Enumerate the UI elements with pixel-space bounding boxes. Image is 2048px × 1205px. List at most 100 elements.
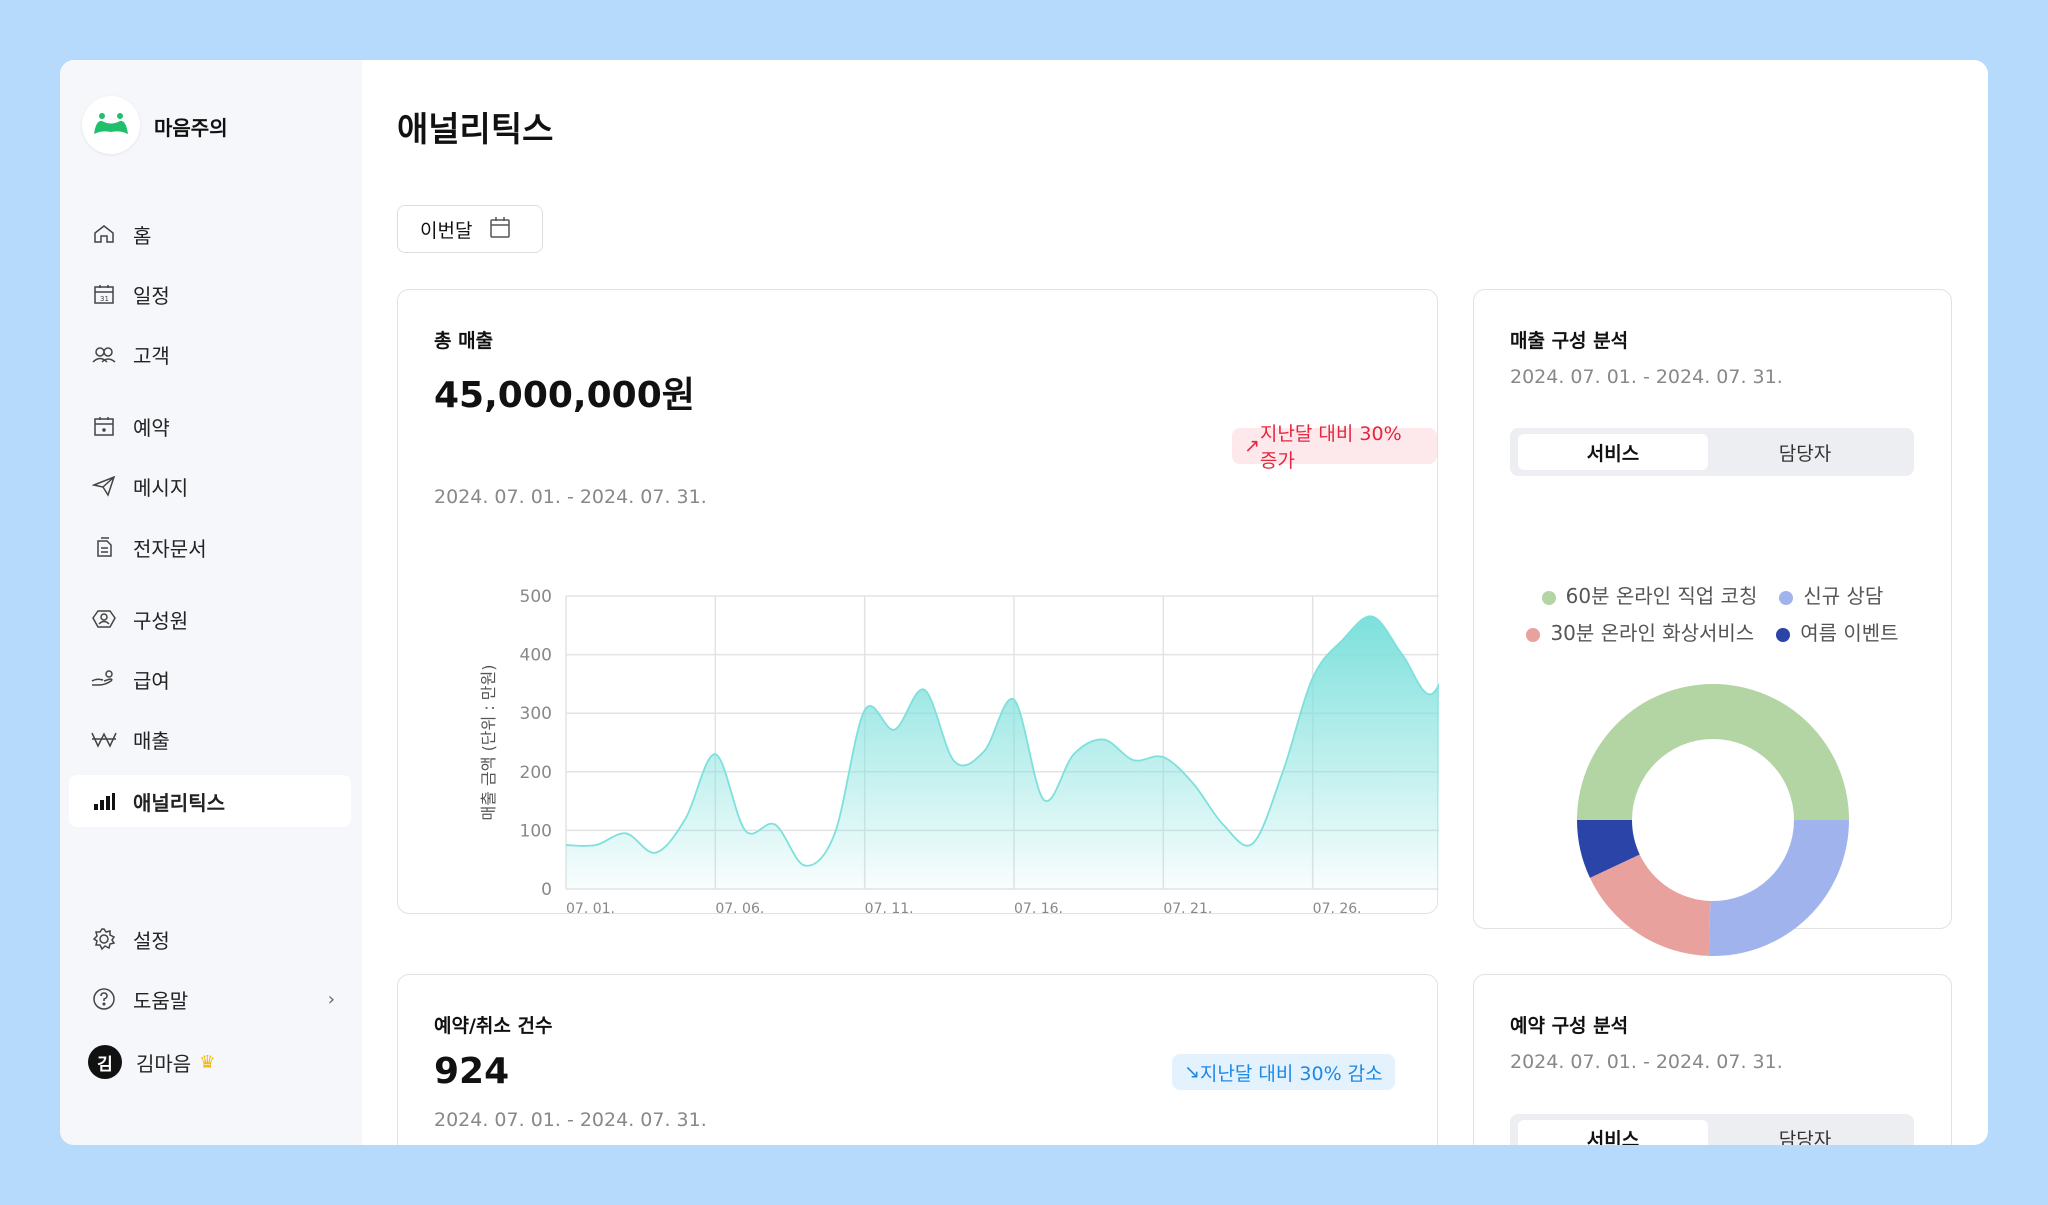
pay-hand-icon — [89, 669, 119, 689]
sidebar-item-label: 도움말 — [133, 988, 189, 1013]
sidebar-item-home[interactable]: 홈 — [69, 208, 351, 260]
trend-up-icon: ↗ — [1244, 435, 1260, 457]
x-tick-label: 07. 11. — [865, 901, 914, 915]
sidebar-item-label: 고객 — [133, 343, 170, 368]
period-select-button[interactable]: 이번달 — [397, 205, 543, 253]
sidebar-item-label: 구성원 — [133, 608, 189, 633]
sidebar-item-documents[interactable]: 전자문서 — [69, 521, 351, 573]
app-window: 마음주의 홈 31 일정 고객 예약 메시지 전자문서 구성원 급여 매출 애널리… — [60, 60, 1988, 1145]
member-icon — [89, 608, 119, 630]
x-tick-label: 07. 06. — [715, 901, 764, 915]
legend-dot — [1776, 627, 1791, 642]
bar-chart-icon — [89, 792, 119, 810]
y-tick-label: 100 — [520, 821, 552, 841]
help-circle-icon — [89, 987, 119, 1011]
booking-breakdown-card: 예약 구성 분석 2024. 07. 01. - 2024. 07. 31. 서… — [1473, 974, 1952, 1145]
card-title: 예약 구성 분석 — [1510, 1015, 1629, 1037]
document-icon — [89, 536, 119, 558]
badge-text: 지난달 대비 30% 감소 — [1199, 1062, 1383, 1085]
booking-value: 924 — [434, 1051, 510, 1092]
sidebar-item-analytics[interactable]: 애널리틱스 — [69, 775, 351, 827]
chevron-right-icon: › — [327, 988, 335, 1010]
crown-icon: ♛ — [199, 1051, 216, 1073]
period-label: 이번달 — [420, 219, 473, 242]
sidebar-item-messages[interactable]: 메시지 — [69, 460, 351, 512]
sidebar-item-label: 매출 — [133, 728, 170, 753]
user-name: 김마음 — [136, 1051, 192, 1076]
change-badge-up: ↗ 지난달 대비 30% 증가 — [1232, 423, 1437, 472]
sidebar-item-customers[interactable]: 고객 — [69, 328, 351, 380]
tab-staff[interactable]: 담당자 — [1778, 1128, 1832, 1146]
legend-item[interactable]: 신규 상담 — [1779, 580, 1883, 609]
user-profile[interactable]: 김 김마음 ♛ — [69, 1036, 351, 1088]
x-tick-label: 07. 16. — [1014, 901, 1063, 915]
donut-slice — [1708, 820, 1849, 956]
legend-label: 신규 상담 — [1803, 584, 1884, 608]
sidebar-item-label: 일정 — [133, 283, 170, 308]
sidebar-item-sales[interactable]: 매출 — [69, 713, 351, 765]
sidebar-item-label: 급여 — [133, 668, 170, 693]
card-title: 예약/취소 건수 — [434, 1015, 553, 1037]
sidebar-item-label: 애널리틱스 — [133, 790, 225, 815]
breakdown-toggle: 서비스 담당자 — [1510, 428, 1914, 476]
tab-staff[interactable]: 담당자 — [1778, 442, 1832, 465]
legend-label: 30분 온라인 화상서비스 — [1550, 621, 1755, 645]
total-sales-card: 총 매출 45,000,000원 ↗ 지난달 대비 30% 증가 2024. 07… — [397, 289, 1439, 915]
breakdown-toggle: 서비스 담당자 — [1510, 1114, 1914, 1145]
date-range: 2024. 07. 01. - 2024. 07. 31. — [434, 1109, 707, 1131]
sidebar-item-schedule[interactable]: 31 일정 — [69, 268, 351, 320]
x-tick-label: 07. 21. — [1163, 901, 1212, 915]
donut-slice — [1577, 820, 1640, 878]
gear-icon — [89, 927, 119, 951]
tab-service[interactable]: 서비스 — [1518, 1120, 1708, 1145]
sidebar-item-label: 예약 — [133, 415, 170, 440]
sidebar: 마음주의 홈 31 일정 고객 예약 메시지 전자문서 구성원 급여 매출 애널리… — [60, 60, 362, 1145]
booking-count-card: 예약/취소 건수 924 ↘ 지난달 대비 30% 감소 2024. 07. 01… — [397, 974, 1438, 1145]
sidebar-item-label: 설정 — [133, 928, 170, 953]
brand-logo[interactable] — [82, 96, 140, 154]
sidebar-item-payroll[interactable]: 급여 — [69, 653, 351, 705]
donut-legend-row-2: 30분 온라인 화상서비스 여름 이벤트 — [1474, 617, 1951, 646]
home-icon — [89, 224, 119, 244]
sales-line — [565, 615, 1439, 867]
legend-item[interactable]: 여름 이벤트 — [1776, 617, 1899, 646]
y-axis-title: 매출 금액 (단위 : 만원) — [479, 665, 498, 821]
legend-label: 60분 온라인 직업 코칭 — [1565, 584, 1758, 608]
svg-text:31: 31 — [100, 295, 109, 303]
sidebar-item-label: 전자문서 — [133, 536, 207, 561]
legend-dot — [1779, 590, 1794, 605]
date-range: 2024. 07. 01. - 2024. 07. 31. — [1510, 366, 1783, 388]
donut-slice — [1577, 684, 1849, 820]
date-range: 2024. 07. 01. - 2024. 07. 31. — [434, 486, 707, 508]
sidebar-item-help[interactable]: 도움말 › — [69, 973, 351, 1025]
tab-service[interactable]: 서비스 — [1518, 434, 1708, 470]
sidebar-item-settings[interactable]: 설정 — [69, 913, 351, 965]
change-badge-down: ↘ 지난달 대비 30% 감소 — [1172, 1054, 1395, 1090]
legend-dot — [1526, 627, 1541, 642]
y-tick-label: 400 — [520, 646, 552, 666]
sidebar-item-members[interactable]: 구성원 — [69, 593, 351, 645]
sales-value: 45,000,000원 — [434, 375, 695, 416]
sidebar-item-booking[interactable]: 예약 — [69, 400, 351, 452]
legend-item[interactable]: 30분 온라인 화상서비스 — [1526, 617, 1754, 646]
donut-legend-row-1: 60분 온라인 직업 코칭 신규 상담 — [1474, 580, 1951, 609]
legend-label: 여름 이벤트 — [1800, 621, 1899, 645]
brand-name: 마음주의 — [154, 116, 228, 140]
y-tick-label: 200 — [520, 763, 552, 783]
calendar-dot-icon — [89, 415, 119, 437]
date-range: 2024. 07. 01. - 2024. 07. 31. — [1510, 1051, 1783, 1073]
legend-item[interactable]: 60분 온라인 직업 코칭 — [1541, 580, 1758, 609]
y-tick-label: 300 — [520, 704, 552, 724]
sales-area-fill — [566, 616, 1439, 889]
y-tick-label: 0 — [541, 880, 552, 900]
donut-slice — [1589, 854, 1711, 956]
sidebar-item-label: 메시지 — [133, 475, 189, 500]
card-title: 총 매출 — [434, 330, 494, 352]
sales-donut-chart — [1577, 684, 1849, 956]
x-tick-label: 07. 01. — [566, 901, 615, 915]
legend-dot — [1541, 590, 1556, 605]
sales-area-chart: 0 100 200 300 400 500 07. 01. 07. 06. 07. 11. 07.… — [479, 587, 1439, 915]
y-tick-label: 500 — [520, 587, 552, 607]
send-icon — [89, 475, 119, 497]
badge-text: 지난달 대비 30% 증가 — [1259, 423, 1402, 472]
